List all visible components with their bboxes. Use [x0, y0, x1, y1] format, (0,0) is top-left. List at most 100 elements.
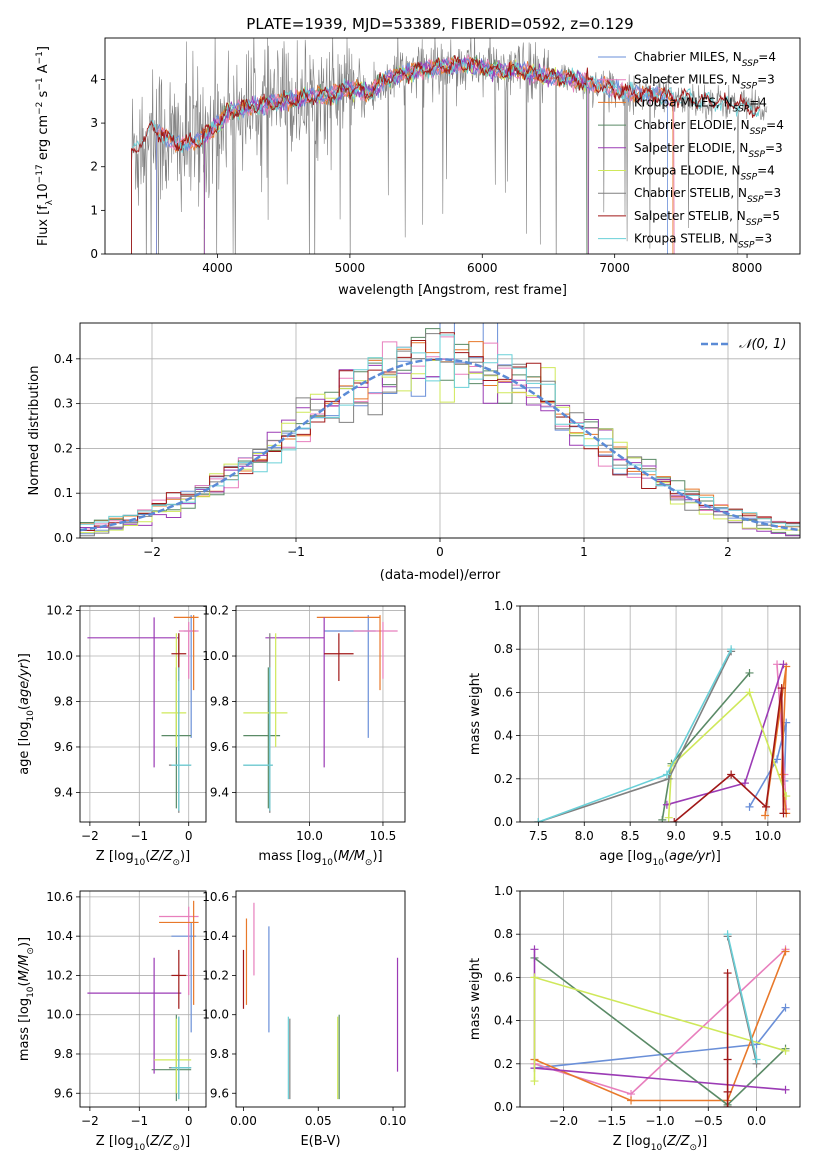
y-tick-label: 10.2 — [202, 968, 229, 982]
y-tick-label: 0.4 — [494, 729, 513, 743]
axes-frame — [235, 890, 406, 1108]
legend-label-salpeter_miles: Salpeter MILES, NSSP=3 — [634, 73, 775, 92]
x-axis-label: (data-model)/error — [380, 568, 501, 583]
x-tick-label: 10.5 — [370, 829, 397, 843]
axes-age_vs_mass: 10.0 10.5 9.4 9.6 9.8 10.0 10.2 mass [log10(M/M… — [202, 604, 406, 868]
weight-line-kroupa_elodie — [667, 690, 787, 818]
weight-marker-salpeter_elodie — [530, 945, 539, 954]
x-tick-label: 9.0 — [667, 829, 686, 843]
weight-marker-salpeter_elodie — [779, 660, 788, 669]
x-axis-label: Z [log10(Z/Z⊙)] — [96, 849, 190, 868]
y-tick-label: 0.8 — [494, 927, 513, 941]
x-tick-label: −2 — [81, 1114, 99, 1128]
x-tick-label: −1.0 — [645, 1114, 674, 1128]
y-tick-label: 9.8 — [210, 694, 229, 708]
weight-marker-kroupa_miles — [781, 947, 790, 956]
y-tick-label: 9.6 — [54, 740, 73, 754]
x-tick-label: 0.10 — [380, 1114, 407, 1128]
spectrum-model-kroupa_miles — [156, 56, 674, 254]
weight-marker-chabrier_stelib — [664, 774, 673, 783]
y-axis-label: Normed distribution — [27, 366, 42, 496]
weight-marker-kroupa_stelib — [662, 770, 671, 779]
weight-line-kroupa_miles — [534, 951, 787, 1102]
x-tick-label: 10.0 — [755, 829, 782, 843]
weight-marker-kroupa_stelib — [534, 818, 543, 822]
x-axis-label: age [log10(age/yr)] — [599, 849, 721, 868]
legend-label-salpeter_stelib: Salpeter STELIB, NSSP=5 — [634, 209, 780, 228]
weight-marker-kroupa_miles — [627, 1096, 636, 1105]
y-tick-label: 0.4 — [54, 352, 73, 366]
weight-line-chabrier_elodie — [661, 672, 751, 820]
plot-area-mass_vs_Z — [87, 900, 199, 1102]
y-tick-label: 10.4 — [202, 929, 229, 943]
y-tick-label: 0 — [90, 247, 98, 261]
weight-marker-salpeter_stelib — [779, 809, 788, 818]
weight-marker-salpeter_stelib — [723, 1055, 732, 1064]
x-tick-label: −2 — [81, 829, 99, 843]
plot-area-spectrum — [131, 38, 768, 254]
y-tick-label: 10.0 — [202, 649, 229, 663]
x-tick-label: 5000 — [335, 261, 366, 275]
legend-label-salpeter_elodie: Salpeter ELODIE, NSSP=3 — [634, 141, 783, 160]
weight-marker-kroupa_stelib — [723, 930, 732, 939]
x-tick-label: 9.5 — [712, 829, 731, 843]
y-tick-label: 0.6 — [494, 685, 513, 699]
y-tick-label: 0.4 — [494, 1014, 513, 1028]
y-tick-label: 4 — [90, 72, 98, 86]
weight-line-kroupa_stelib — [726, 934, 758, 1060]
weight-marker-salpeter_stelib — [723, 1103, 732, 1107]
legend-label-chabrier_elodie: Chabrier ELODIE, NSSP=4 — [634, 118, 784, 137]
x-tick-label: 0.0 — [747, 1114, 766, 1128]
weight-marker-kroupa_elodie — [745, 688, 754, 697]
x-tick-label: −1 — [130, 1114, 148, 1128]
y-tick-label: 10.0 — [202, 1008, 229, 1022]
x-tick-label: 7000 — [599, 261, 630, 275]
x-tick-label: −1.5 — [597, 1114, 626, 1128]
x-tick-label: 10.0 — [296, 829, 323, 843]
x-tick-label: −2 — [143, 545, 161, 559]
y-tick-label: 3 — [90, 116, 98, 130]
x-axis-label: Z [log10(Z/Z⊙)] — [96, 1134, 190, 1153]
y-tick-label: 0.8 — [494, 642, 513, 656]
y-tick-label: 10.2 — [46, 968, 73, 982]
y-tick-label: 0.6 — [494, 970, 513, 984]
x-tick-label: 8.0 — [575, 829, 594, 843]
plot-area-weight_vs_Z — [530, 930, 790, 1107]
y-tick-label: 10.4 — [46, 929, 73, 943]
y-tick-label: 2 — [90, 160, 98, 174]
y-tick-label: 9.6 — [210, 1086, 229, 1100]
axes-frame — [235, 605, 406, 823]
spectrum-model-chabrier_miles — [156, 57, 668, 254]
x-tick-label: −2.0 — [549, 1114, 578, 1128]
weight-line-salpeter_elodie — [666, 664, 785, 806]
figure-title: PLATE=1939, MJD=53389, FIBERID=0592, z=0… — [246, 15, 633, 33]
y-tick-label: 0.0 — [494, 815, 513, 829]
weight-marker-chabrier_miles — [781, 1003, 790, 1012]
x-tick-label: 0.05 — [305, 1114, 332, 1128]
y-tick-label: 9.8 — [54, 1047, 73, 1061]
y-tick-label: 0.2 — [494, 1057, 513, 1071]
axes-frame — [104, 37, 801, 255]
axes-weight_vs_age: 7.5 8.0 8.5 9.0 9.5 10.0 0.0 0.2 0.4 0.6 0.8 1.0 age… — [468, 599, 801, 868]
weight-marker-kroupa_elodie — [664, 813, 673, 822]
y-tick-label: 10.6 — [202, 890, 229, 904]
x-tick-label: 0.00 — [230, 1114, 257, 1128]
y-tick-label: 9.8 — [54, 694, 73, 708]
y-tick-label: 9.4 — [54, 785, 73, 799]
axes-mass_vs_ebv: 0.00 0.05 0.10 9.6 9.8 10.0 10.2 10.4 10.6 E(B-V) — [202, 890, 406, 1149]
spectrum-model-salpeter_miles — [156, 53, 675, 254]
y-axis-label: mass weight — [468, 673, 483, 755]
weight-marker-salpeter_stelib — [670, 818, 679, 822]
y-tick-label: 0.3 — [54, 397, 73, 411]
plot-area-weight_vs_age — [534, 645, 791, 822]
y-tick-label: 1.0 — [494, 884, 513, 898]
weight-marker-salpeter_stelib — [723, 1087, 732, 1096]
legend-label-kroupa_miles: Kroupa MILES, NSSP=4 — [634, 95, 767, 114]
axes-frame — [79, 605, 207, 823]
y-tick-label: 1.0 — [494, 599, 513, 613]
weight-marker-kroupa_elodie — [530, 1077, 539, 1086]
weight-marker-chabrier_miles — [745, 802, 754, 811]
y-tick-label: 9.6 — [210, 740, 229, 754]
weight-marker-salpeter_elodie — [740, 779, 749, 788]
y-tick-label: 10.0 — [46, 1008, 73, 1022]
